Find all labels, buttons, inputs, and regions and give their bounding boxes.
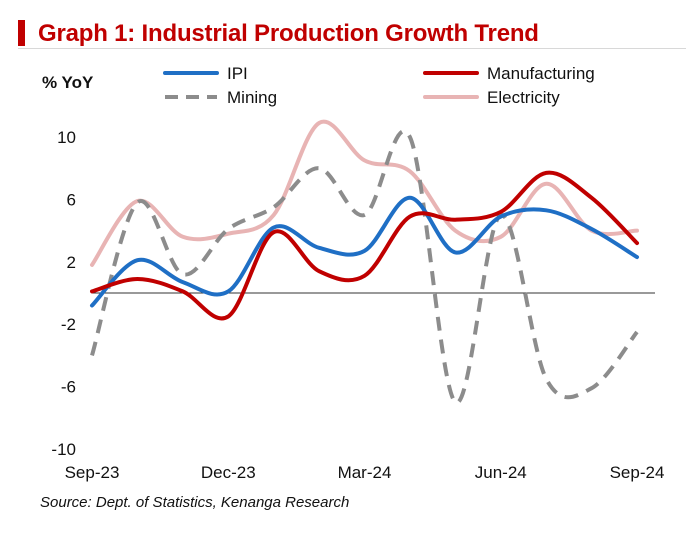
y-tick-label: -2: [61, 315, 76, 334]
y-tick-label: -10: [51, 440, 76, 459]
y-tick-label: 2: [67, 253, 76, 272]
y-tick-label: 10: [57, 128, 76, 147]
y-tick-label: 6: [67, 190, 76, 209]
x-tick-label: Mar-24: [338, 463, 392, 482]
chart-title: Graph 1: Industrial Production Growth Tr…: [38, 20, 539, 47]
legend-label-ipi: IPI: [227, 64, 248, 83]
legend-label-electricity: Electricity: [487, 88, 560, 107]
x-tick-label: Jun-24: [475, 463, 527, 482]
series-line-manufacturing: [90, 170, 639, 321]
series-line-electricity: [90, 119, 639, 267]
legend-label-mining: Mining: [227, 88, 277, 107]
x-tick-label: Sep-23: [65, 463, 120, 482]
x-tick-label: Dec-23: [201, 463, 256, 482]
source-note: Source: Dept. of Statistics, Kenanga Res…: [40, 494, 350, 511]
y-axis-label: % YoY: [42, 73, 94, 92]
series-line-ipi: [90, 195, 639, 308]
legend-label-manufacturing: Manufacturing: [487, 64, 595, 83]
x-tick-label: Sep-24: [610, 463, 665, 482]
title-accent-bar: [18, 20, 25, 46]
y-tick-label: -6: [61, 378, 76, 397]
title-bar: Graph 1: Industrial Production Growth Tr…: [18, 12, 686, 49]
